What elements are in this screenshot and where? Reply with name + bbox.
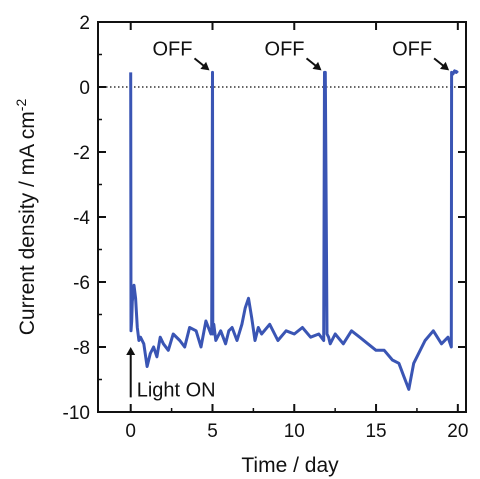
y-axis-title: Current density / mA cm-2 bbox=[13, 99, 39, 336]
off-arrow-head bbox=[312, 61, 322, 71]
x-tick-label: 20 bbox=[447, 421, 468, 442]
series-line-0 bbox=[129, 69, 459, 391]
y-tick-label: -6 bbox=[73, 273, 90, 294]
off-arrow-head bbox=[440, 61, 450, 71]
x-tick-label: 5 bbox=[207, 421, 218, 442]
light-on-label: Light ON bbox=[137, 379, 216, 401]
x-tick-label: 15 bbox=[365, 421, 386, 442]
off-label: OFF bbox=[392, 38, 432, 60]
light-on-annotation: Light ON bbox=[126, 347, 216, 401]
x-axis-title: Time / day bbox=[241, 454, 339, 477]
plot-frame bbox=[97, 21, 467, 413]
x-tick-label: 0 bbox=[125, 421, 136, 442]
off-arrow-shaft bbox=[433, 57, 445, 68]
off-label: OFF bbox=[152, 38, 192, 60]
off-label: OFF bbox=[265, 38, 305, 60]
y-axis-title-main: Current density / mA cm bbox=[16, 111, 39, 335]
off-annotation-1: OFF bbox=[265, 38, 322, 71]
off-arrow-head bbox=[200, 61, 210, 71]
y-tick-label: -10 bbox=[63, 403, 90, 424]
y-tick-label: -4 bbox=[73, 208, 90, 229]
y-tick-label: 0 bbox=[79, 78, 90, 99]
y-tick-label: -8 bbox=[73, 338, 90, 359]
y-axis-title-superscript: -2 bbox=[13, 99, 29, 112]
x-axis-ticks: 0 5 10 15 20 bbox=[125, 22, 468, 442]
y-axis-ticks: 2 0 -2 -4 -6 -8 -10 bbox=[63, 13, 466, 424]
y-tick-label: -2 bbox=[73, 143, 90, 164]
off-annotation-2: OFF bbox=[392, 38, 450, 71]
off-arrow-shaft bbox=[193, 57, 206, 68]
y-tick-label: 2 bbox=[79, 13, 90, 34]
annotations: OFF OFF OFF Light ON bbox=[126, 38, 450, 401]
x-tick-label: 10 bbox=[284, 421, 305, 442]
light-on-arrow-head bbox=[126, 347, 136, 355]
off-annotation-0: OFF bbox=[152, 38, 210, 71]
off-arrow-shaft bbox=[305, 57, 318, 68]
current-density-series bbox=[129, 69, 459, 391]
